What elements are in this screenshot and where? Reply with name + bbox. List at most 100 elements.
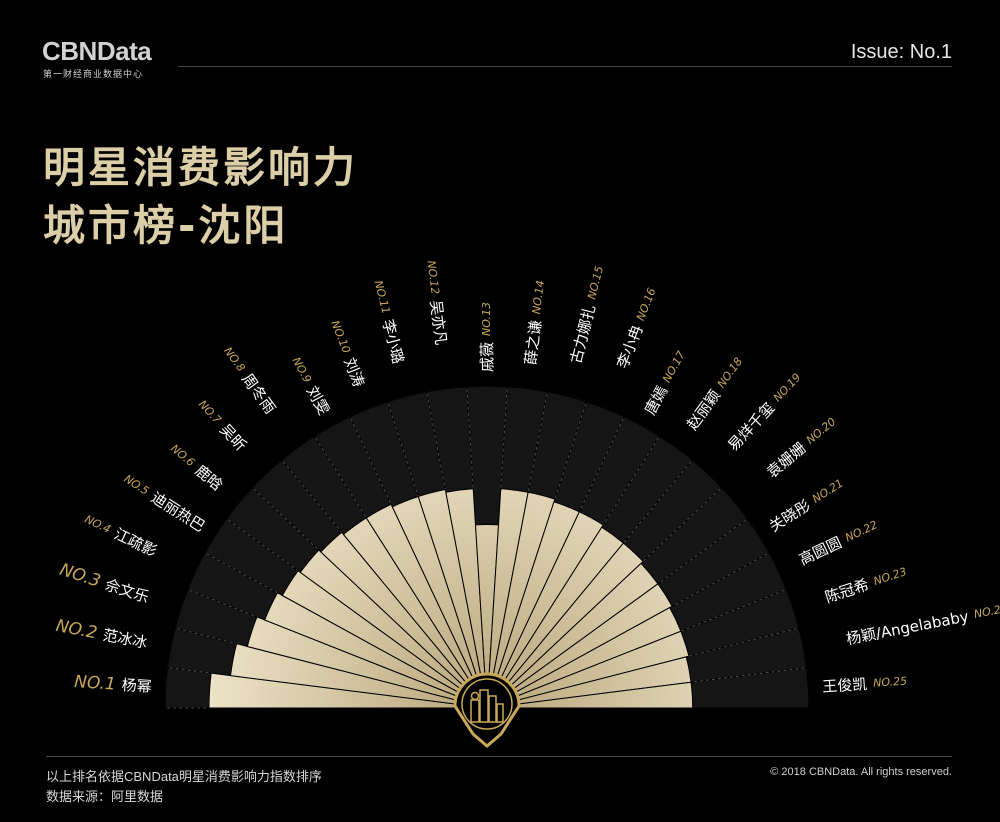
copyright: © 2018 CBNData. All rights reserved. (770, 766, 952, 778)
svg-text:NO.11李小璐: NO.11李小璐 (369, 279, 408, 366)
star-name: 关晓彤 (766, 496, 814, 535)
brand-logo: CBNData (42, 36, 152, 66)
rank-label: NO.22 (843, 518, 879, 544)
bar-label-no8: NO.8周冬雨 (219, 343, 279, 417)
rank-label: NO.9 (290, 355, 314, 385)
bar-no12 (445, 488, 488, 709)
bar-no5 (281, 570, 488, 709)
bar-label-no11: NO.11李小璐 (369, 279, 408, 366)
bar-no4 (264, 592, 488, 709)
svg-text:NO.9刘雯: NO.9刘雯 (287, 354, 333, 418)
bar-label-no2: NO.2 范冰冰 (54, 616, 149, 653)
bar-label-no21: 关晓彤NO.21 (766, 474, 847, 536)
page-subtitle: 城市榜-沈阳 (43, 201, 289, 250)
star-name: 迪丽热巴 (148, 488, 208, 535)
svg-text:袁姗姗NO.20: 袁姗姗NO.20 (763, 413, 840, 481)
rank-label: NO.3 (57, 560, 103, 592)
star-name: 范冰冰 (101, 625, 149, 651)
bar-no7 (320, 531, 488, 709)
rank-label: NO.25 (873, 675, 908, 690)
bar-label-no9: NO.9刘雯 (287, 354, 334, 418)
star-name: 刘涛 (341, 355, 369, 390)
star-name: 杨颖/Angelababy (845, 607, 970, 648)
rank-label: NO.7 (196, 398, 224, 427)
rank-label: NO.16 (634, 286, 659, 322)
star-name: 薛之谦 (521, 319, 545, 366)
bar-label-no5: NO.5迪丽热巴 (120, 470, 209, 535)
rank-label: NO.8 (221, 345, 247, 374)
rank-label: NO.12 (424, 260, 441, 295)
bar-label-no22: 高圆圆NO.22 (796, 516, 881, 568)
svg-text:古力娜扎NO.15: 古力娜扎NO.15 (566, 264, 608, 365)
footer-divider (46, 756, 952, 757)
svg-text:关晓彤NO.21: 关晓彤NO.21 (766, 474, 847, 535)
svg-text:戚薇NO.13: 戚薇 NO.13 (478, 302, 496, 372)
star-name: 吴昕 (217, 420, 251, 454)
svg-text:NO.4江疏影: NO.4江疏影 (82, 510, 160, 559)
bar-label-no3: NO.3佘文乐 (57, 560, 151, 608)
bar-label-no1: NO.1 杨幂 (74, 672, 153, 697)
bar-no9 (365, 503, 488, 709)
bar-label-no23: 陈冠希NO.23 (823, 563, 909, 606)
star-name: 古力娜扎 (566, 303, 598, 366)
star-name: 佘文乐 (103, 575, 151, 606)
svg-text:NO.8周冬雨: NO.8周冬雨 (219, 343, 279, 417)
bar-label-no25: 王俊凯 NO.25 (822, 672, 908, 696)
rank-label: NO.2 (54, 616, 99, 643)
star-name: 赵丽颖 (683, 386, 724, 433)
chart-bars (208, 488, 694, 709)
bar-no19 (486, 542, 644, 709)
rank-label: NO.13 (480, 302, 493, 336)
star-name: 鹿晗 (192, 461, 227, 494)
svg-text:高圆圆NO.22: 高圆圆NO.22 (796, 516, 881, 568)
rank-label: NO.15 (585, 265, 606, 301)
rank-label: NO.23 (872, 565, 908, 588)
svg-text:NO.7吴昕: NO.7吴昕 (194, 396, 250, 454)
svg-text:赵丽颖NO.18: 赵丽颖NO.18 (683, 354, 747, 433)
svg-text:NO.10刘涛: NO.10刘涛 (326, 318, 368, 390)
star-name: 袁姗姗 (763, 439, 809, 482)
bar-label-no17: 唐嫣NO.17 (641, 349, 688, 418)
star-name: 江疏影 (111, 524, 159, 559)
star-name: 高圆圆 (796, 533, 844, 568)
bar-no21 (486, 583, 673, 709)
svg-text:NO.5迪丽热巴: NO.5迪丽热巴 (120, 470, 208, 535)
data-source: 数据来源：阿里数据 (46, 789, 164, 804)
svg-text:NO.6鹿晗: NO.6鹿晗 (166, 440, 226, 494)
brand-subtitle: 第一财经商业数据中心 (43, 69, 144, 79)
rank-label: NO.24 (973, 602, 1000, 621)
svg-text:NO.12吴亦凡: NO.12 吴亦凡 (422, 259, 451, 346)
ranking-note: 以上排名依据CBNData明星消费影响力指数排序 (46, 769, 322, 784)
star-name: 吴亦凡 (427, 299, 451, 346)
bar-label-no14: 薛之谦 NO.14 (521, 279, 550, 366)
svg-text:NO.1杨幂: NO.1 杨幂 (74, 672, 153, 697)
bar-label-no16: 李小冉NO.16 (613, 285, 661, 371)
issue-label: Issue: No.1 (850, 41, 952, 63)
svg-text:NO.3佘文乐: NO.3佘文乐 (57, 560, 151, 608)
bar-no23 (486, 630, 690, 709)
bar-label-no15: 古力娜扎NO.15 (566, 264, 608, 366)
rank-label: NO.21 (810, 477, 846, 506)
bar-label-no6: NO.6鹿晗 (166, 440, 226, 494)
svg-text:陈冠希NO.23: 陈冠希NO.23 (823, 563, 909, 606)
bar-label-no7: NO.7吴昕 (194, 396, 250, 455)
star-name: 陈冠希 (823, 575, 871, 606)
star-name: 戚薇 (478, 342, 496, 372)
bar-label-no13: 戚薇 NO.13 (478, 302, 496, 372)
svg-text:李小冉NO.16: 李小冉NO.16 (613, 285, 661, 371)
bar-label-no18: 赵丽颖NO.18 (683, 354, 747, 433)
bar-label-no24: 杨颖/Angelababy NO.24 (845, 599, 1000, 648)
bar-label-no12: NO.12 吴亦凡 (422, 259, 451, 346)
bar-label-no4: NO.4江疏影 (82, 510, 160, 560)
rank-label: NO.6 (168, 442, 197, 469)
star-name: 唐嫣 (641, 383, 671, 418)
svg-text:薛之谦NO.14: 薛之谦 NO.14 (521, 279, 550, 366)
star-name: 李小冉 (613, 322, 646, 370)
rank-label: NO.18 (715, 355, 745, 390)
bar-no25 (486, 681, 694, 709)
star-name: 杨幂 (121, 676, 152, 696)
